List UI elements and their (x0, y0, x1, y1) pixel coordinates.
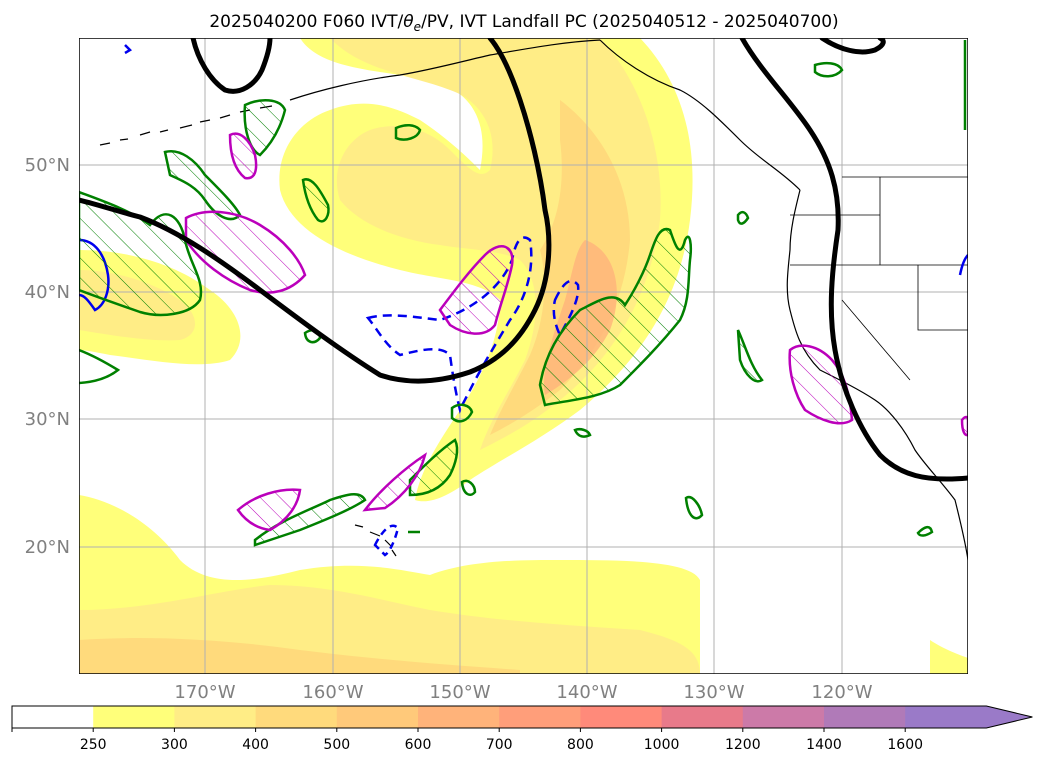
height-contour-north (190, 38, 273, 94)
pv-loop-west (79, 348, 121, 385)
pv-ar-hatched (538, 227, 693, 407)
lat-label-50: 50°N (25, 155, 70, 176)
colorbar-segment (905, 706, 987, 728)
colorbar-extend-arrow (986, 706, 1033, 728)
colorbar-tick-label: 700 (486, 737, 513, 753)
thetae-contours (184, 132, 968, 532)
colorbar-tick-label: 800 (567, 737, 594, 753)
colorbar-segment (499, 706, 581, 728)
map-panel (79, 38, 968, 674)
pv-contours (79, 99, 764, 547)
pv-small-4 (916, 525, 934, 537)
colorbar-segment (93, 706, 175, 728)
graticule (79, 38, 968, 674)
colorbar-tick-label: 1000 (644, 737, 680, 753)
ivt-250-southeast (930, 640, 968, 674)
colorbar-segment (824, 706, 906, 728)
lon-label-160w: 160°W (302, 682, 363, 703)
height-contour-main (79, 38, 552, 384)
colorbar-tick-label: 1200 (725, 737, 761, 753)
lon-axis: 170°W 160°W 150°W 140°W 130°W 120°W (174, 682, 872, 703)
thetae-subtrop (362, 452, 427, 512)
thetae-sw (236, 488, 302, 532)
height-contours (79, 38, 968, 482)
colorbar-tick-label: 600 (405, 737, 432, 753)
state-borders (790, 176, 968, 381)
pv-subtrop-1 (408, 438, 459, 497)
colorbar-tick-label: 400 (242, 737, 269, 753)
figure-title: 2025040200 F060 IVT/θe/PV, IVT Landfall … (209, 12, 838, 34)
thetae-east (788, 344, 854, 425)
lat-label-40: 40°N (25, 282, 70, 303)
thetae-west-1 (184, 210, 307, 294)
height-contour-northeast (819, 38, 886, 55)
pv-west-hatched (79, 190, 203, 317)
na-west-coast (786, 189, 968, 561)
colorbar-tick-label: 1400 (806, 737, 842, 753)
pv-east-small (736, 210, 750, 225)
pv-small-3 (684, 495, 704, 520)
lon-label-170w: 170°W (174, 682, 235, 703)
pv-north-blob-1 (394, 124, 422, 141)
landfall-solid-alaska (124, 44, 133, 55)
colorbar-outline (11, 705, 1033, 729)
ivt-400-south (79, 638, 520, 674)
ivt-400-main (490, 100, 630, 435)
pv-small-2 (460, 479, 477, 496)
pv-baja (736, 329, 764, 383)
lon-label-150w: 150°W (429, 682, 490, 703)
pv-hawaii (253, 493, 367, 547)
colorbar-segment (418, 706, 500, 728)
lat-label-20: 20°N (25, 537, 70, 558)
thetae-north (228, 132, 258, 180)
colorbar-segment (12, 706, 94, 728)
thetae-mid (438, 245, 514, 335)
colorbar-segment (255, 706, 338, 728)
hawaii-islands (354, 524, 397, 557)
alaska-coast (289, 39, 801, 191)
colorbar-tick-label: 1600 (887, 737, 923, 753)
colorbar-segment (661, 706, 744, 728)
pv-north-small-2 (301, 178, 330, 223)
lon-label-120w: 120°W (811, 682, 872, 703)
landfall-dashed-east (552, 279, 580, 338)
colorbar-tick-label: 250 (80, 737, 107, 753)
lat-axis: 50°N 40°N 30°N 20°N (25, 155, 70, 558)
pv-mid-small (450, 403, 474, 423)
landfall-solid-east (958, 254, 968, 276)
colorbar-tick-label: 300 (161, 737, 188, 753)
colorbar: 250 300 400 500 600 700 800 1000 1200 1400 1600 (11, 705, 1033, 753)
colorbar-segment (580, 706, 663, 728)
colorbar-tick-label: 500 (323, 737, 350, 753)
pv-aleutian-hatched (243, 99, 287, 157)
coastlines (99, 39, 968, 561)
colorbar-segment (336, 706, 419, 728)
height-contour-east (739, 38, 968, 482)
lon-label-130w: 130°W (683, 682, 744, 703)
pv-small-5 (408, 427, 592, 534)
colorbar-segment (742, 706, 825, 728)
lat-label-30: 30°N (25, 409, 70, 430)
thetae-edge (960, 415, 968, 437)
pv-north-blob-2 (813, 61, 844, 78)
lon-label-140w: 140°W (556, 682, 617, 703)
colorbar-segment (174, 706, 257, 728)
